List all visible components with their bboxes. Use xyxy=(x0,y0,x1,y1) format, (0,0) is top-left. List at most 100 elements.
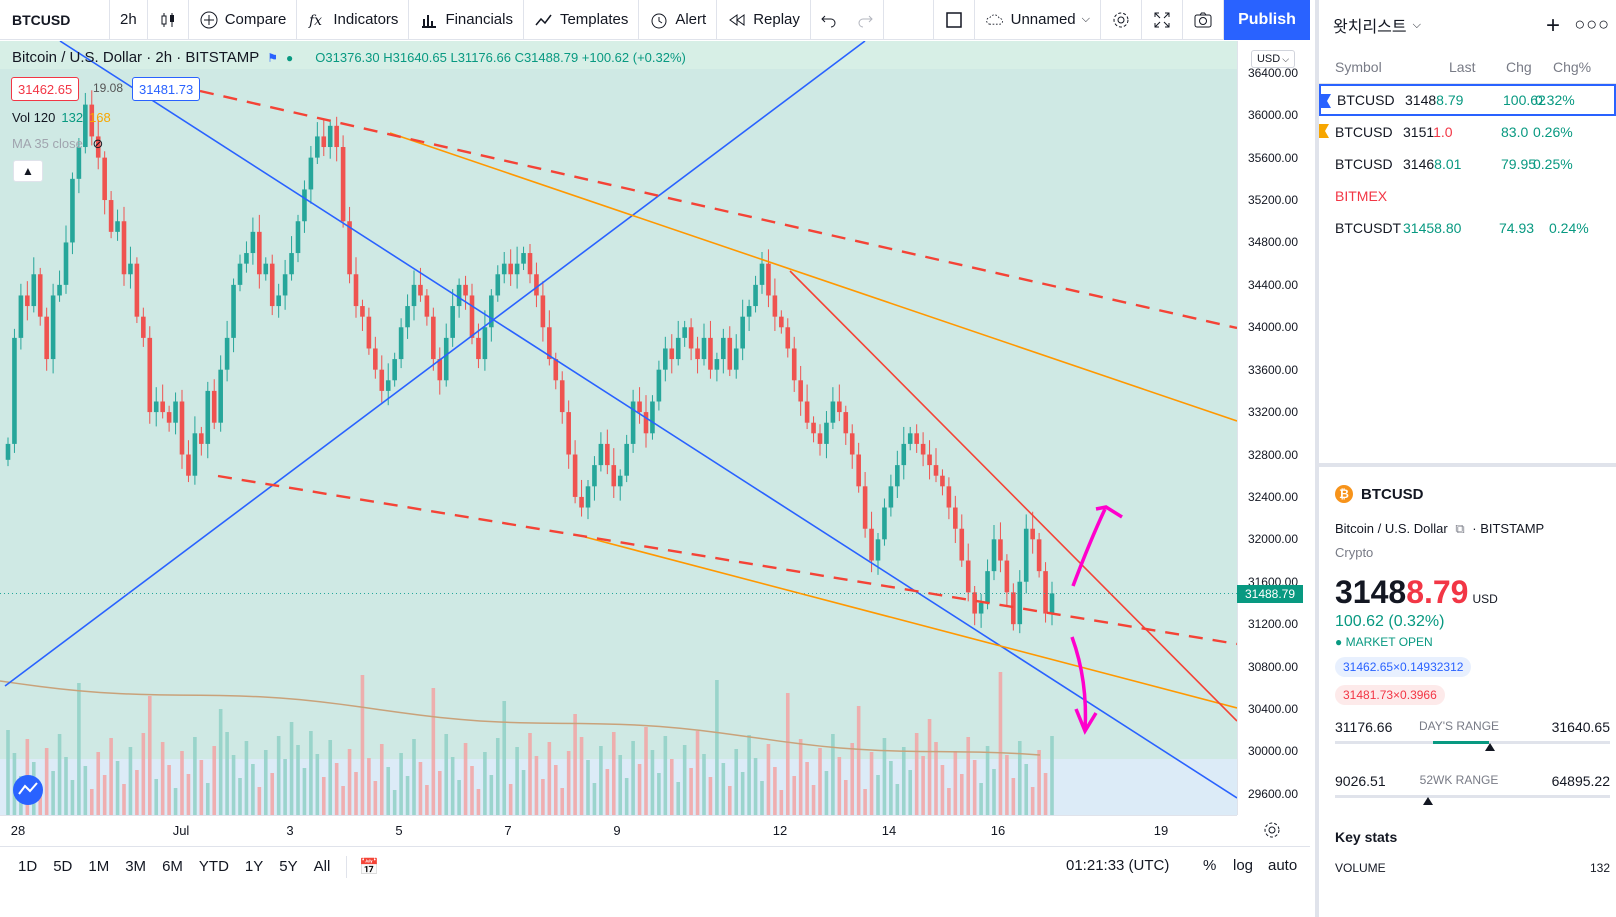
day-range-marker-icon xyxy=(1485,743,1495,751)
col-chg[interactable]: Chg xyxy=(1506,58,1532,75)
chart-type-button[interactable] xyxy=(148,0,189,39)
volume-bar xyxy=(437,771,442,815)
flag-icon[interactable] xyxy=(1321,94,1331,108)
range-1m[interactable]: 1M xyxy=(88,858,110,875)
range-3m[interactable]: 3M xyxy=(125,858,147,875)
utc-clock[interactable]: 01:21:33 (UTC) xyxy=(1066,857,1170,874)
section-label: BITMEX xyxy=(1335,188,1388,204)
col-last[interactable]: Last xyxy=(1449,58,1476,75)
row-chg: 100.62 xyxy=(1503,92,1546,108)
snapshot-button[interactable] xyxy=(1183,0,1224,39)
redo-button[interactable] xyxy=(847,0,884,39)
range-1y[interactable]: 1Y xyxy=(244,858,264,875)
watchlist-row[interactable]: BTCUSD 31468.01 79.95 0.25% xyxy=(1319,148,1616,180)
watchlist-section[interactable]: BITMEX xyxy=(1319,180,1616,212)
volume-bar xyxy=(811,785,816,815)
more-icon[interactable]: ○○○ xyxy=(1574,14,1610,34)
price-axis[interactable]: 36400.00 36000.00 35600.00 35200.00 34800.00… xyxy=(1237,41,1310,815)
col-symbol[interactable]: Symbol xyxy=(1335,58,1382,75)
fx-icon: fx xyxy=(308,13,322,29)
range-5y[interactable]: 5Y xyxy=(279,858,298,875)
range-all[interactable]: All xyxy=(313,858,331,875)
compare-button[interactable]: Compare xyxy=(189,0,298,39)
candle-body xyxy=(308,157,314,190)
chart-settings-gear-icon[interactable] xyxy=(1262,820,1282,840)
goto-date-icon[interactable]: 📅 xyxy=(359,858,380,876)
add-symbol-icon[interactable]: + xyxy=(1545,12,1560,39)
candle-body xyxy=(108,200,114,232)
volume-bar xyxy=(44,748,49,815)
collapse-legend-button[interactable]: ▲ xyxy=(13,160,43,182)
camera-icon xyxy=(1194,12,1212,27)
layout-name-button[interactable]: Unnamed ⌵ xyxy=(975,0,1101,39)
external-link-icon[interactable]: ⧉ xyxy=(1455,521,1465,536)
indicators-label: Indicators xyxy=(333,11,399,28)
alert-button[interactable]: Alert xyxy=(639,0,718,39)
candle-body xyxy=(888,486,894,508)
replay-label: Replay xyxy=(753,11,800,28)
row-chgp: 0.24% xyxy=(1549,220,1589,236)
candle-body xyxy=(714,359,720,370)
volume-bar xyxy=(379,744,384,815)
financials-button[interactable]: Financials xyxy=(409,0,524,39)
volume-bar xyxy=(631,741,635,815)
watchlist-row[interactable]: BTCUSD 31488.79 100.62 0.32% xyxy=(1319,84,1616,116)
settings-button[interactable] xyxy=(1101,0,1142,39)
col-chgp[interactable]: Chg% xyxy=(1553,58,1592,75)
watchlist-row[interactable]: BTCUSDT 31458.80 74.93 0.24% xyxy=(1319,212,1616,244)
currency-label: USD xyxy=(1256,53,1281,65)
chevron-down-icon[interactable]: ⌵ xyxy=(1412,18,1421,31)
candle-body xyxy=(914,433,919,444)
candle-body xyxy=(547,327,552,360)
candle-body xyxy=(978,602,984,614)
volume-bar xyxy=(850,743,855,815)
chart-pane[interactable]: Bitcoin / U.S. Dollar · 2h · BITSTAMP ⚑ … xyxy=(0,41,1310,815)
range-5d[interactable]: 5D xyxy=(53,858,73,875)
interval-button[interactable]: 2h xyxy=(110,0,148,39)
volume-bar xyxy=(1005,755,1009,815)
layout-select-button[interactable] xyxy=(932,0,975,39)
eye-icon[interactable]: ⚑ xyxy=(267,50,279,65)
candle-body xyxy=(450,306,455,338)
volume-bar xyxy=(122,784,126,815)
price-chart[interactable] xyxy=(0,41,1237,815)
volume-bar xyxy=(785,693,790,815)
symbol-search-button[interactable]: BTCUSD xyxy=(0,0,110,39)
candle-body xyxy=(31,274,37,307)
undo-button[interactable] xyxy=(811,0,847,39)
time-axis[interactable]: 28 Jul 3 5 7 9 12 14 16 19 xyxy=(0,815,1237,845)
fullscreen-button[interactable] xyxy=(1142,0,1183,39)
flag-icon[interactable] xyxy=(1319,124,1329,138)
eye-hidden-icon[interactable]: ⊘ xyxy=(92,136,104,151)
volume-bar xyxy=(347,749,352,815)
range-ytd[interactable]: YTD xyxy=(198,858,229,875)
log-toggle[interactable]: log xyxy=(1233,857,1254,874)
watchlist-title[interactable]: 왓치리스트 xyxy=(1333,19,1407,36)
replay-button[interactable]: Replay xyxy=(717,0,811,39)
indicators-button[interactable]: fx Indicators xyxy=(297,0,410,39)
percent-toggle[interactable]: % xyxy=(1203,857,1217,874)
details-name: Bitcoin / U.S. Dollar xyxy=(1335,521,1448,536)
publish-button[interactable]: Publish xyxy=(1224,0,1310,40)
volume-bar xyxy=(392,790,397,815)
range-1d[interactable]: 1D xyxy=(18,858,38,875)
row-symbol: BTCUSD xyxy=(1337,92,1395,108)
range-6m[interactable]: 6M xyxy=(162,858,183,875)
watchlist-row[interactable]: BTCUSD 31511.0 83.0 0.26% xyxy=(1319,116,1616,148)
candle-body xyxy=(753,284,758,307)
auto-scale-toggle[interactable]: auto xyxy=(1268,857,1298,874)
details-symbol[interactable]: BTCUSD xyxy=(1361,485,1424,503)
volume-bar xyxy=(953,751,958,815)
candle-body xyxy=(353,274,359,307)
templates-button[interactable]: Templates xyxy=(524,0,640,39)
volume-bar xyxy=(154,779,159,815)
candle-body xyxy=(521,253,526,264)
volume-bar xyxy=(637,764,642,815)
volume-bar xyxy=(889,761,893,815)
buy-price-button[interactable]: 31481.73 xyxy=(132,77,201,101)
chevron-up-icon: ▲ xyxy=(22,164,34,178)
templates-label: Templates xyxy=(559,11,629,28)
sell-price-button[interactable]: 31462.65 xyxy=(11,77,80,101)
currency-select[interactable]: USD ⌵ xyxy=(1251,50,1295,68)
price-tick: 32000.00 xyxy=(1247,532,1298,547)
